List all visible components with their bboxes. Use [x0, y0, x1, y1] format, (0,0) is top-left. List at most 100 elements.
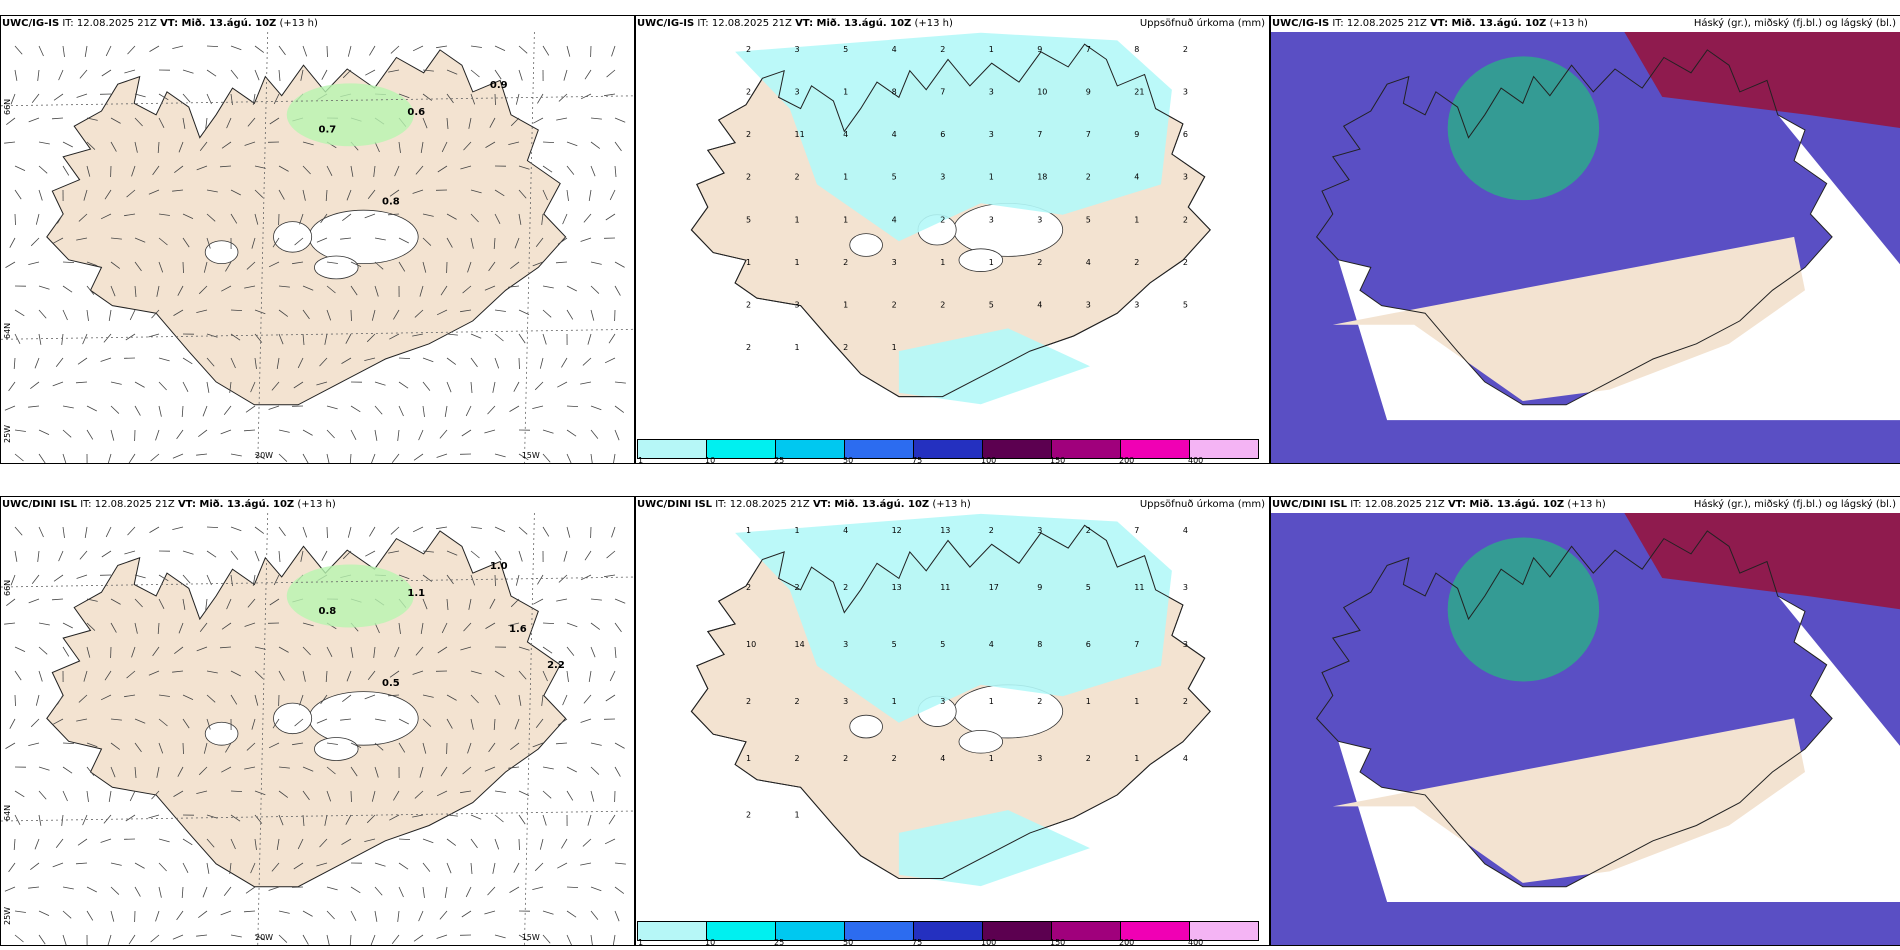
wind-barb — [614, 405, 625, 413]
wind-barb — [508, 766, 520, 769]
wind-barb — [494, 93, 496, 106]
wind-barb — [302, 526, 308, 538]
glacier — [204, 721, 239, 746]
value-label: 2 — [746, 87, 751, 96]
wind-barb — [488, 742, 496, 753]
wind-barb — [515, 574, 520, 586]
wind-barb — [365, 69, 376, 76]
wind-barb — [158, 237, 168, 246]
wind-barb — [51, 598, 64, 601]
wind-barb — [470, 357, 478, 368]
value-label: 3 — [1183, 173, 1188, 182]
wind-barb — [470, 862, 473, 875]
wind-barb — [176, 429, 184, 440]
wind-barb — [278, 814, 284, 826]
wind-barb — [124, 550, 136, 555]
wind-barb — [518, 838, 520, 851]
wind-barb — [28, 405, 40, 408]
wind-barb — [484, 910, 496, 915]
wind-barb — [319, 357, 328, 367]
wind-barb — [444, 405, 448, 417]
value-label: 9 — [1037, 45, 1042, 54]
wind-barb — [324, 814, 328, 826]
wind-barb — [221, 766, 232, 773]
wind-barb — [389, 670, 400, 678]
wind-barb — [230, 814, 241, 822]
value-label: 1 — [746, 526, 751, 535]
wind-barb — [300, 550, 304, 562]
wind-barb — [326, 429, 335, 439]
wind-barb — [62, 309, 68, 321]
wind-barb — [245, 405, 256, 413]
panel-title: Háský (gr.), miðský (fj.bl.) og lágský (… — [1693, 499, 1896, 510]
wind-barb — [420, 622, 424, 634]
wind-barb — [514, 718, 520, 730]
wind-barb — [590, 261, 602, 265]
wind-barb — [221, 622, 232, 630]
wind-barb — [86, 405, 97, 412]
lat-label: 25W — [3, 424, 12, 443]
wind-barb — [148, 333, 160, 338]
wind-barb — [268, 886, 280, 891]
wind-barb — [230, 93, 233, 105]
wind-barb — [541, 213, 544, 225]
wind-barb — [542, 429, 554, 434]
wind-barb — [76, 237, 88, 241]
wind-barb — [126, 189, 136, 198]
wind-barb — [422, 862, 431, 872]
wind-barb — [446, 69, 458, 75]
wind-barb — [271, 381, 280, 391]
wind-barb — [55, 357, 64, 367]
wind-barb — [460, 790, 472, 794]
wind-barb — [542, 141, 555, 143]
valid-time: VT: Mið. 13.ágú. 10Z — [1447, 499, 1565, 510]
wind-barb — [583, 694, 592, 704]
wind-barb — [62, 45, 65, 57]
wind-barb — [510, 261, 520, 270]
value-label: 2 — [795, 754, 800, 763]
wind-barb — [158, 117, 165, 128]
wind-barb — [566, 453, 572, 463]
wind-barb — [422, 357, 434, 363]
wind-barb — [206, 838, 215, 848]
wind-barb — [206, 550, 217, 558]
wind-barb — [110, 381, 122, 385]
wind-barb — [62, 141, 73, 148]
value-label: 9 — [1134, 130, 1139, 139]
wind-barb — [614, 165, 617, 178]
wind-barb — [470, 718, 474, 730]
value-label: 4 — [1086, 258, 1091, 267]
value-label: 0.8 — [382, 197, 400, 208]
map-panel-wind-1: UWC/IG-IS IT: 12.08.2025 21Z VT: Mið. 13… — [0, 15, 635, 464]
wind-barb — [155, 910, 160, 922]
wind-barb — [38, 934, 46, 945]
wind-barb — [230, 45, 242, 51]
wind-barb — [532, 886, 544, 890]
wind-barb — [364, 357, 376, 361]
wind-barb — [494, 934, 506, 939]
value-label: 3 — [1037, 754, 1042, 763]
wind-barb — [413, 453, 424, 461]
colorbar-segment — [775, 921, 844, 941]
wind-barb — [14, 646, 26, 652]
wind-barb — [439, 429, 448, 439]
wind-barb — [412, 670, 424, 675]
wind-barb — [13, 357, 16, 370]
wind-barb — [206, 862, 210, 874]
wind-barb — [542, 814, 547, 826]
wind-barb — [134, 405, 141, 416]
wind-barb — [38, 670, 43, 682]
wind-barb — [566, 405, 579, 407]
wind-barb — [440, 766, 448, 777]
precip-area — [735, 32, 1172, 242]
colorbar-tick: 25 — [774, 456, 785, 464]
wind-barb — [566, 622, 578, 628]
wind-barb — [340, 237, 352, 240]
wind-barb — [229, 381, 232, 393]
wind-barb — [28, 261, 40, 265]
wind-barb — [542, 670, 548, 682]
wind-barb — [182, 718, 190, 729]
wind-barb — [254, 45, 265, 53]
wind-barb — [532, 405, 544, 409]
wind-barb — [321, 550, 328, 561]
